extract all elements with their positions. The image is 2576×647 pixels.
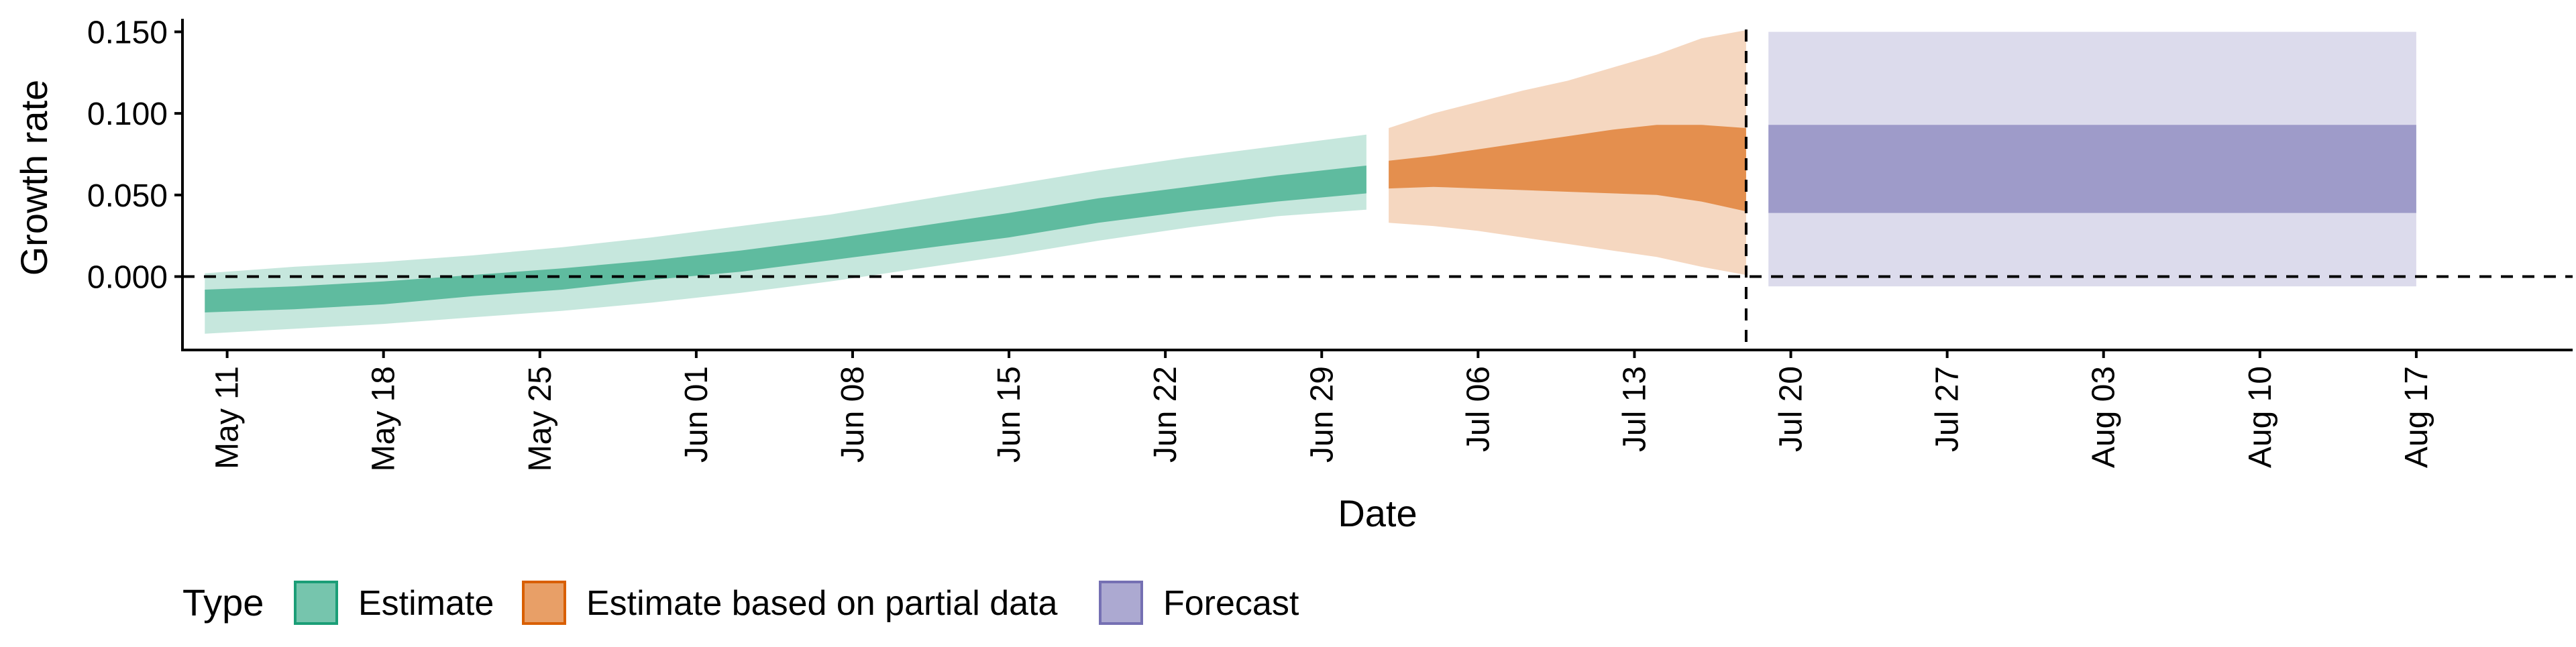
y-axis-title: Growth rate [13,80,55,276]
x-tick-label: Jul 06 [1460,366,1496,452]
y-tick-label: 0.150 [87,15,168,50]
legend-swatch-estimate-based-on-partial-data [522,581,566,625]
x-axis-ticks: May 11 May 18 May 25 Jun 01 Jun 08 Jun 15 Jun … [210,350,2434,471]
y-axis-ticks: 0.000 0.050 0.100 0.150 [87,15,182,295]
x-tick-label: Jun 01 [679,366,714,463]
x-tick-label: Aug 17 [2399,366,2434,468]
x-tick-label: May 11 [210,366,246,469]
estimate-inner-band [205,166,1366,312]
x-tick-label: Jul 27 [1930,366,1966,452]
y-tick-label: 0.100 [87,97,168,132]
x-tick-label: May 25 [523,366,558,471]
y-tick-label: 0.000 [87,259,168,295]
forecast-inner-band [1768,125,2416,213]
x-tick-label: Jun 15 [991,366,1027,463]
legend-label-forecast: Forecast [1163,584,1299,623]
x-tick-label: Jul 13 [1617,366,1652,452]
legend: Type Estimate Estimate based on partial d… [182,581,1299,625]
x-tick-label: Aug 10 [2243,366,2278,468]
x-axis-title: Date [1338,492,1417,534]
legend-title: Type [182,581,264,624]
axes [181,19,2573,351]
x-tick-label: May 18 [366,366,402,471]
x-tick-label: Jun 29 [1304,366,1340,463]
bands-layer [205,30,2416,334]
legend-swatch-estimate [294,581,338,625]
y-tick-label: 0.050 [87,178,168,214]
legend-swatch-forecast [1099,581,1143,625]
legend-label-estimate-based-on-partial-data: Estimate based on partial data [586,584,1058,623]
x-tick-label: Aug 03 [2086,366,2122,468]
reference-lines [182,30,2573,350]
x-tick-label: Jun 22 [1148,366,1183,463]
x-tick-label: Jul 20 [1774,366,1809,452]
x-tick-label: Jun 08 [835,366,871,463]
legend-label-estimate: Estimate [358,584,494,623]
estimate-based-on-partial-data-inner-band [1389,125,1746,212]
